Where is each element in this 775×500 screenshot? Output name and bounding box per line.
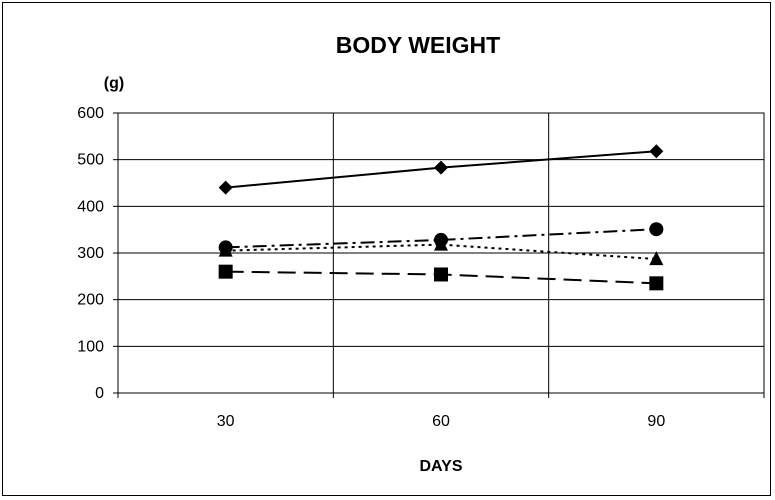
square-marker [434,267,448,282]
square-marker [218,264,233,279]
series-diamond [218,144,664,195]
diamond-marker [218,180,233,195]
y-tick-label: 0 [95,385,104,402]
x-tick-label: 90 [647,413,665,430]
chart-title: BODY WEIGHT [336,32,500,58]
y-tick-label: 200 [77,292,104,309]
axes [113,112,765,398]
circle-marker [649,222,664,237]
y-axis-unit-label: (g) [104,75,124,92]
x-tick-label: 30 [217,413,235,430]
series-square [218,264,664,291]
y-tick-labels: 0 100 200 300 400 500 600 [77,105,104,402]
y-tick-label: 400 [77,198,104,215]
triangle-marker [649,251,664,266]
x-tick-label: 60 [432,413,450,430]
y-tick-label: 600 [77,105,104,122]
y-tick-label: 300 [77,245,104,262]
y-tick-label: 100 [77,338,104,355]
x-tick-labels: 30 60 90 [217,413,666,430]
x-axis-label: DAYS [420,458,463,475]
grid-lines [118,113,764,393]
series-line [225,243,657,261]
diamond-marker [434,160,448,175]
series-triangle [218,236,664,266]
series-line [225,228,657,249]
data-series [218,144,664,291]
diamond-marker [649,144,664,159]
triangle-marker [218,242,233,257]
square-marker [649,276,664,291]
y-tick-label: 500 [77,152,104,169]
triangle-marker [434,236,448,251]
